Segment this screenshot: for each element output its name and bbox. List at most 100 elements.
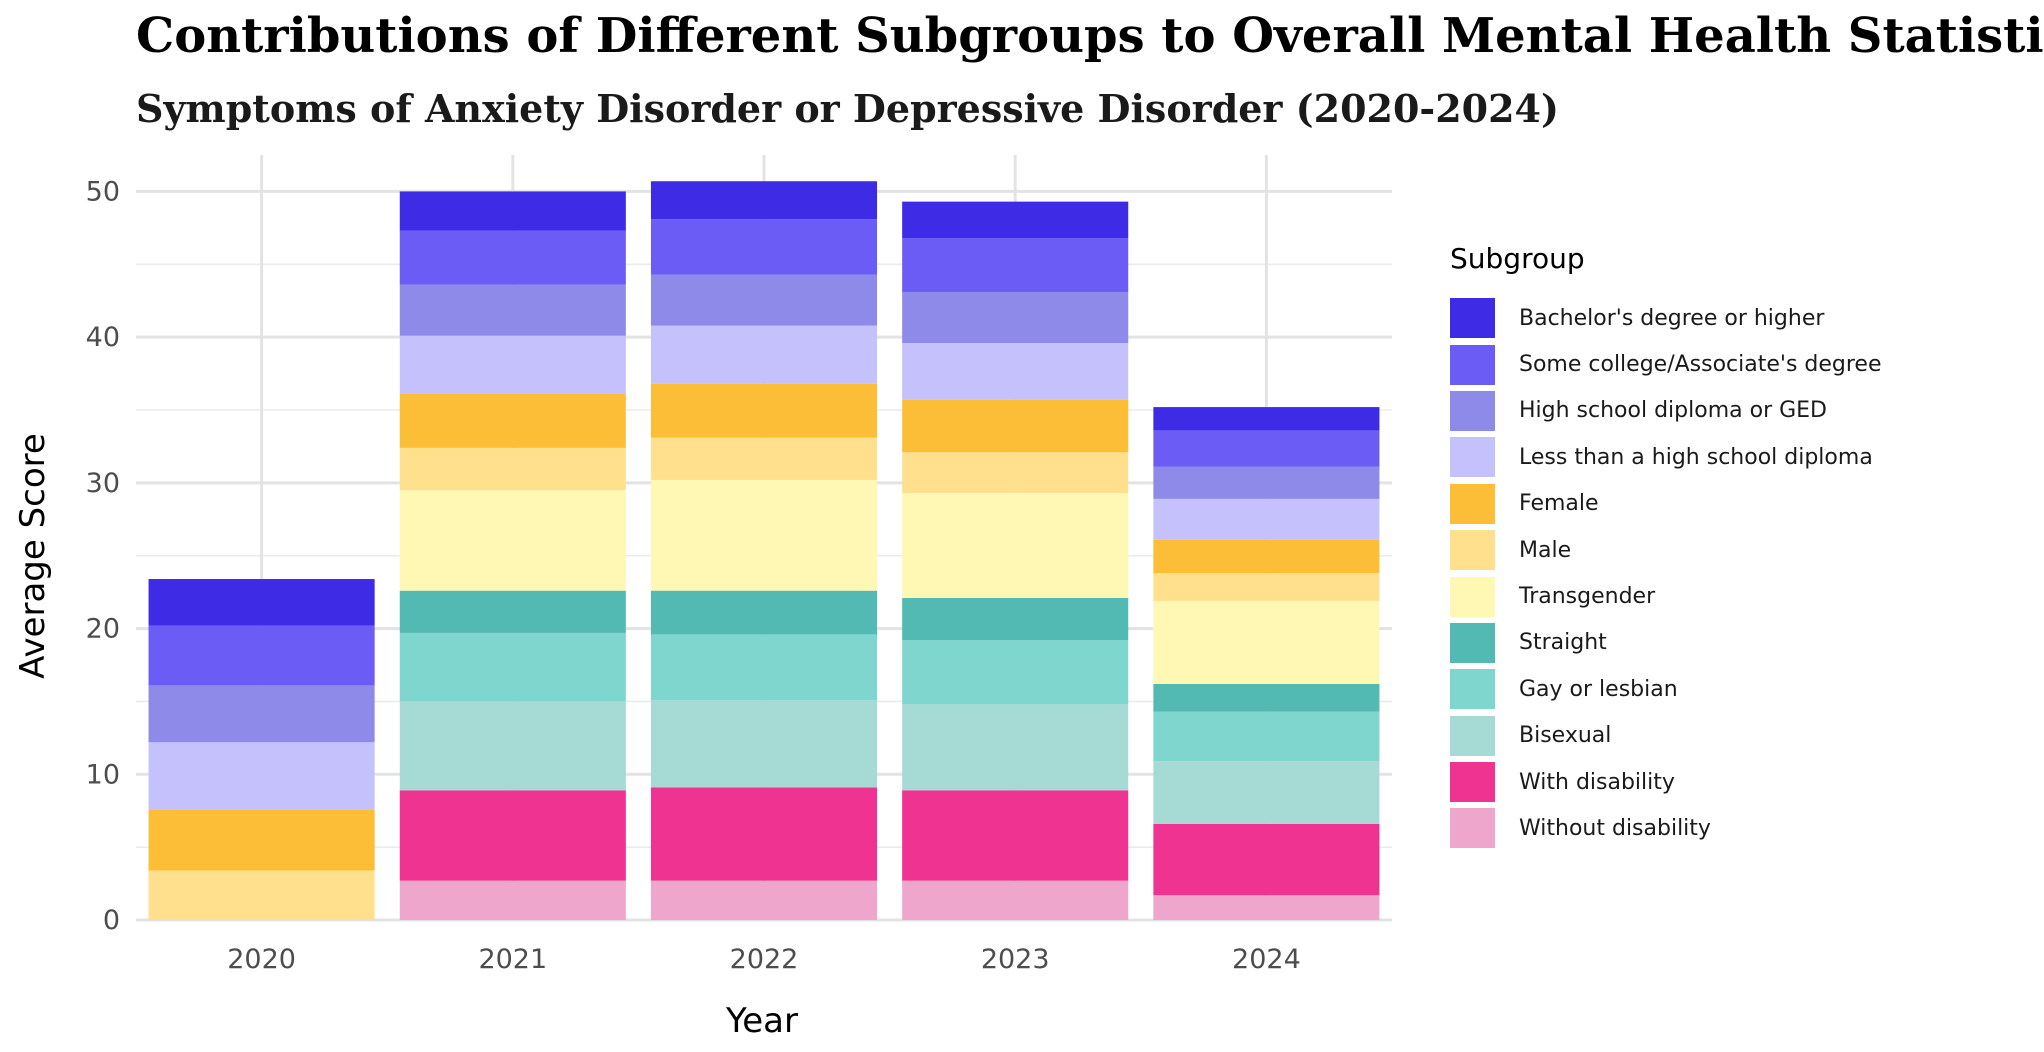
legend-swatch xyxy=(1450,530,1495,571)
bar-segment xyxy=(148,809,375,871)
legend-swatch xyxy=(1450,483,1495,524)
bar-segment xyxy=(650,699,878,788)
legend-item: Gay or lesbian xyxy=(1450,666,1882,712)
legend-label: Some college/Associate's degree xyxy=(1519,352,1882,378)
chart-subtitle: Symptoms of Anxiety Disorder or Depressi… xyxy=(136,86,1559,131)
bar-segment xyxy=(148,685,375,743)
bar-segment xyxy=(399,490,626,591)
legend-label: Without disability xyxy=(1519,815,1711,841)
bar-segment xyxy=(399,230,626,285)
bar-segment xyxy=(148,625,375,686)
bar-segment xyxy=(650,787,878,881)
bar-segment xyxy=(1153,761,1380,824)
legend-swatch xyxy=(1450,298,1495,339)
bar-segment xyxy=(148,742,375,810)
bar-segment xyxy=(399,590,626,633)
legend-label: With disability xyxy=(1519,769,1675,795)
bar-segment xyxy=(650,181,878,220)
bar-segment xyxy=(650,383,878,438)
bar-segment xyxy=(902,790,1129,881)
legend-item: Female xyxy=(1450,481,1882,527)
bar-segment xyxy=(650,274,878,326)
bar-segment xyxy=(650,325,878,384)
legend-label: Bachelor's degree or higher xyxy=(1519,305,1825,331)
legend-item: Less than a high school diploma xyxy=(1450,434,1882,480)
x-axis-title: Year xyxy=(725,1001,798,1041)
bar-segment xyxy=(399,632,626,702)
legend-label: High school diploma or GED xyxy=(1519,398,1827,424)
y-axis-title: Average Score xyxy=(13,433,53,679)
bar-segment xyxy=(902,291,1129,343)
x-tick-label: 2022 xyxy=(730,944,799,975)
legend-swatch xyxy=(1450,437,1495,478)
bar-segment xyxy=(650,437,878,480)
legend-swatch xyxy=(1450,344,1495,385)
bar-segment xyxy=(1153,466,1380,499)
bar-segment xyxy=(399,880,626,920)
y-tick-label: 30 xyxy=(86,468,120,499)
legend-item: High school diploma or GED xyxy=(1450,388,1882,434)
legend-item: Bisexual xyxy=(1450,713,1882,759)
bar-segment xyxy=(399,393,626,448)
bar-segment xyxy=(902,399,1129,453)
legend-item: Straight xyxy=(1450,620,1882,666)
legend-swatch xyxy=(1450,715,1495,756)
bar-segment xyxy=(1153,430,1380,467)
bar-segment xyxy=(148,579,375,626)
bar-segment xyxy=(902,640,1129,705)
legend-title: Subgroup xyxy=(1450,242,1585,275)
bar-segment xyxy=(902,880,1129,920)
legend-swatch xyxy=(1450,576,1495,617)
bar-segment xyxy=(902,493,1129,598)
legend-swatch xyxy=(1450,669,1495,710)
y-tick-label: 20 xyxy=(86,614,120,645)
bar-segment xyxy=(902,597,1129,641)
x-tick-label: 2024 xyxy=(1232,944,1301,975)
legend-item: Transgender xyxy=(1450,573,1882,619)
legend-label: Straight xyxy=(1519,630,1607,656)
legend-swatch xyxy=(1450,390,1495,431)
legend-label: Less than a high school diploma xyxy=(1519,444,1873,470)
legend-label: Gay or lesbian xyxy=(1519,676,1678,702)
y-tick-label: 0 xyxy=(103,905,120,936)
bar-segment xyxy=(1153,683,1380,712)
bar-segment xyxy=(650,219,878,275)
bar-segment xyxy=(148,870,375,920)
x-tick-label: 2020 xyxy=(227,944,296,975)
legend-swatch xyxy=(1450,622,1495,663)
y-tick-label: 50 xyxy=(86,176,120,207)
bar-segment xyxy=(902,452,1129,494)
bar-segment xyxy=(902,704,1129,791)
bar-segment xyxy=(1153,573,1380,601)
bar-segment xyxy=(902,342,1129,400)
legend-label: Transgender xyxy=(1519,584,1656,610)
chart-title: Contributions of Different Subgroups to … xyxy=(136,8,2044,64)
bar-segment xyxy=(399,790,626,881)
bar-segment xyxy=(650,479,878,591)
legend-label: Bisexual xyxy=(1519,723,1612,749)
y-axis-ticks: 0 10 20 30 40 50 xyxy=(86,176,120,936)
bar-segment xyxy=(399,335,626,394)
bar-segment xyxy=(902,238,1129,292)
x-axis-ticks: 2020 2021 2022 2023 2024 xyxy=(227,944,1301,975)
bar-segment xyxy=(399,191,626,231)
bar-segment xyxy=(1153,600,1380,684)
y-tick-label: 10 xyxy=(86,759,120,790)
legend-swatch xyxy=(1450,762,1495,803)
legend-swatch xyxy=(1450,808,1495,849)
bar-segment xyxy=(650,634,878,700)
bar-segment xyxy=(1153,407,1380,431)
legend: Subgroup Bachelor's degree or higher Some… xyxy=(1450,242,1882,852)
bar-segment xyxy=(1153,895,1380,920)
bar-segment xyxy=(399,701,626,791)
bar-segment xyxy=(399,447,626,491)
y-tick-label: 40 xyxy=(86,322,120,353)
legend-item: Some college/Associate's degree xyxy=(1450,341,1882,387)
bar-segment xyxy=(1153,539,1380,574)
bar-segment xyxy=(650,590,878,635)
bar-segment xyxy=(1153,498,1380,540)
legend-label: Female xyxy=(1519,491,1599,517)
bar-segment xyxy=(650,880,878,920)
bars xyxy=(148,181,1380,920)
